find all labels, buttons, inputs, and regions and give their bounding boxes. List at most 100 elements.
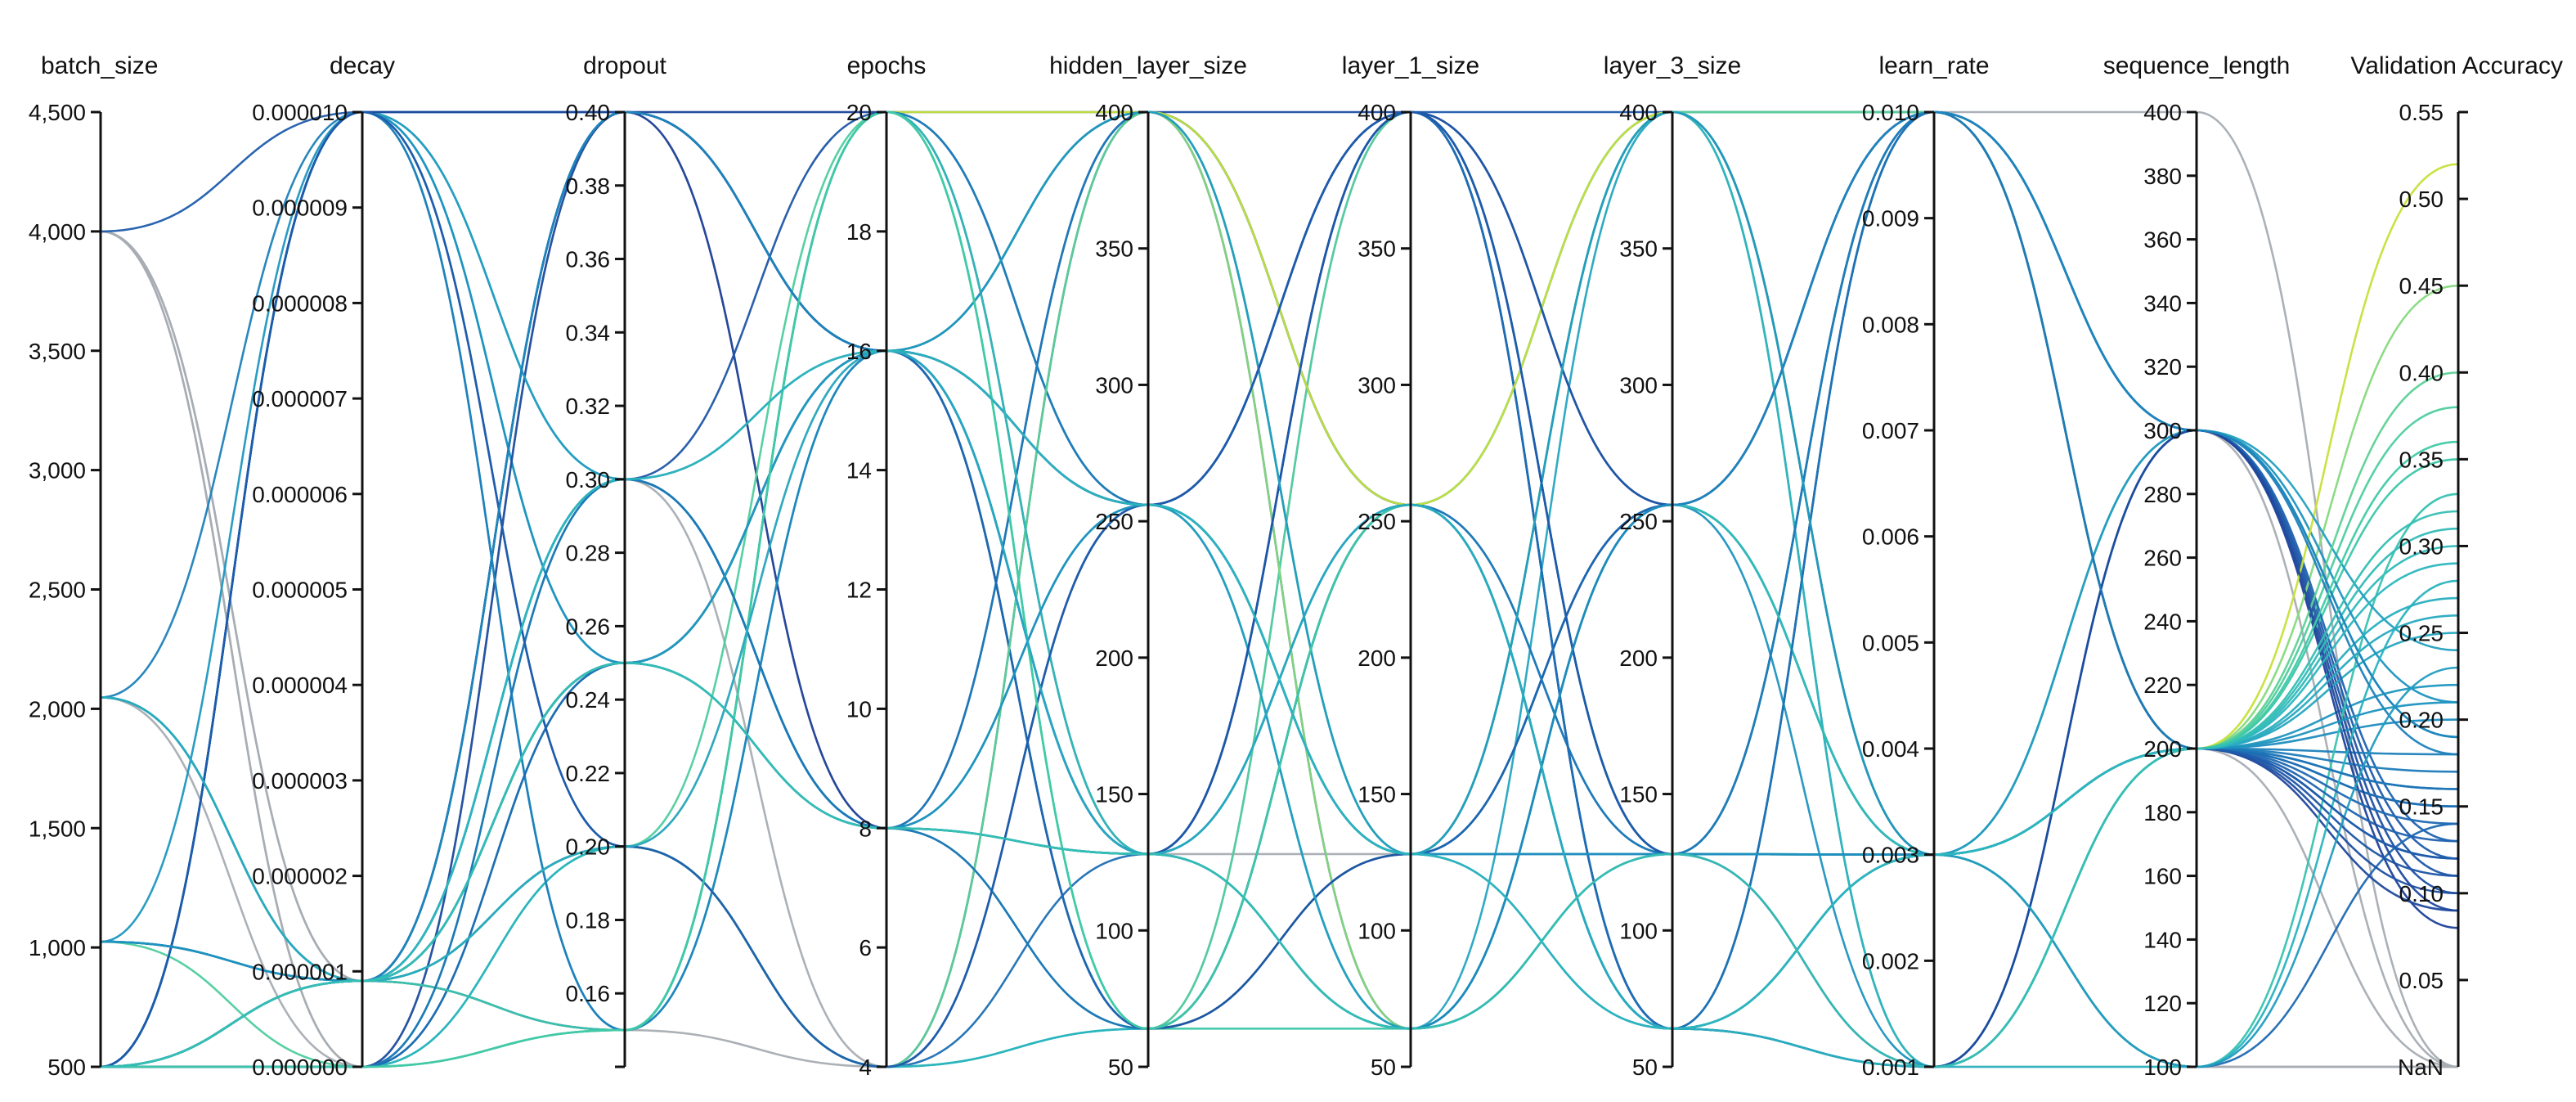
- tick-label-validation_accuracy-7: 0.40: [2399, 360, 2444, 385]
- tick-label-batch_size-4: 2,500: [29, 578, 86, 603]
- tick-label-epochs-7: 18: [846, 219, 872, 245]
- tick-label-sequence_length-13: 360: [2143, 227, 2182, 253]
- run-line-40: [100, 110, 2459, 1068]
- run-line-49: [100, 510, 2459, 1068]
- tick-label-sequence_length-2: 140: [2143, 927, 2182, 952]
- tick-label-epochs-2: 8: [859, 816, 872, 841]
- tick-label-layer_1_size-0: 50: [1371, 1055, 1396, 1080]
- tick-label-layer_1_size-7: 400: [1358, 100, 1396, 125]
- tick-label-layer_3_size-3: 200: [1619, 645, 1658, 671]
- axis-learn_rate: 0.001 0.002 0.003 0.004 0.005 0.006 0.007 0.008…: [1862, 52, 1990, 1080]
- run-line-30: [100, 110, 2459, 1068]
- run-line-21: [101, 110, 2459, 1068]
- tick-label-dropout-4: 0.22: [566, 761, 611, 786]
- tick-label-decay-3: 0.000003: [252, 768, 348, 794]
- run-line-38: [100, 110, 2459, 1068]
- run-line-37: [101, 349, 2459, 1068]
- tick-label-validation_accuracy-9: 0.50: [2399, 187, 2444, 212]
- tick-label-epochs-5: 14: [846, 458, 872, 484]
- tick-label-validation_accuracy-5: 0.30: [2399, 533, 2444, 559]
- tick-label-batch_size-8: 4,500: [29, 100, 86, 125]
- tick-label-sequence_length-3: 160: [2143, 864, 2182, 889]
- tick-label-epochs-8: 20: [846, 100, 872, 125]
- tick-label-layer_3_size-0: 50: [1632, 1055, 1658, 1080]
- tick-label-learn_rate-9: 0.010: [1862, 100, 1919, 125]
- tick-label-learn_rate-5: 0.006: [1862, 524, 1919, 550]
- tick-label-decay-5: 0.000005: [252, 578, 348, 603]
- tick-label-layer_3_size-4: 250: [1619, 509, 1658, 534]
- tick-label-dropout-11: 0.36: [566, 247, 611, 272]
- run-lines: [100, 110, 2459, 1068]
- tick-label-sequence_length-9: 280: [2143, 482, 2182, 507]
- axis-title-validation_accuracy: Validation Accuracy: [2350, 52, 2563, 79]
- run-line-9: [100, 110, 2458, 1068]
- tick-label-sequence_length-0: 100: [2143, 1055, 2182, 1080]
- tick-label-decay-1: 0.000001: [252, 959, 348, 984]
- run-line-31: [100, 110, 2459, 1068]
- tick-label-validation_accuracy-4: 0.25: [2399, 621, 2444, 646]
- tick-label-batch_size-2: 1,500: [29, 816, 86, 841]
- axis-hidden_layer_size: 50 100 150 200 250 300 350 400 hidden_layer_size: [1049, 52, 1247, 1080]
- run-line-26: [100, 110, 2459, 1068]
- tick-label-hidden_layer_size-5: 300: [1095, 372, 1133, 398]
- run-line-12: [100, 110, 2459, 1068]
- axis-validation_accuracy: 0.05 0.10 0.15 0.20 0.25 0.30 0.35 0.40 0.45 0.50…: [2350, 52, 2563, 1080]
- tick-label-hidden_layer_size-1: 100: [1095, 918, 1133, 943]
- tick-label-learn_rate-6: 0.007: [1862, 418, 1919, 443]
- run-line-19: [100, 110, 2459, 1068]
- tick-label-layer_1_size-2: 150: [1358, 782, 1396, 807]
- tick-label-learn_rate-0: 0.001: [1862, 1055, 1919, 1080]
- run-line-35: [100, 110, 2459, 1068]
- tick-label-layer_3_size-6: 350: [1619, 236, 1658, 262]
- tick-label-decay-9: 0.000009: [252, 196, 348, 221]
- tick-label-learn_rate-7: 0.008: [1862, 312, 1919, 337]
- tick-label-dropout-3: 0.20: [566, 834, 611, 860]
- tick-label-batch_size-0: 500: [47, 1055, 86, 1080]
- axis-dropout: 0.16 0.18 0.20 0.22 0.24 0.26 0.28 0.30 0.32 0.34…: [566, 52, 667, 1068]
- tick-label-decay-6: 0.000006: [252, 482, 348, 507]
- tick-label-layer_1_size-4: 250: [1358, 509, 1396, 534]
- axis-epochs: 4 6 8 10 12 14 16 18 20 epochs: [846, 52, 927, 1080]
- tick-label-sequence_length-7: 240: [2143, 609, 2182, 634]
- tick-label-dropout-1: 0.16: [566, 981, 611, 1006]
- tick-label-validation_accuracy-3: 0.20: [2399, 708, 2444, 733]
- run-line-27: [100, 110, 2459, 1068]
- tick-label-sequence_length-1: 120: [2143, 991, 2182, 1016]
- tick-label-validation_accuracy-1: 0.10: [2399, 881, 2444, 906]
- tick-label-validation_accuracy-nan: NaN: [2398, 1055, 2444, 1080]
- run-line-3: [100, 110, 2459, 1068]
- axis-title-layer_3_size: layer_3_size: [1604, 52, 1741, 79]
- run-line-24: [100, 110, 2459, 1068]
- axis-sequence_length: 100 120 140 160 180 200 220 240 260 280 300 320 340 3…: [2103, 52, 2291, 1080]
- tick-label-dropout-5: 0.24: [566, 687, 611, 713]
- tick-label-learn_rate-1: 0.002: [1862, 948, 1919, 974]
- tick-label-layer_3_size-7: 400: [1619, 100, 1658, 125]
- run-line-41: [101, 110, 2459, 1068]
- tick-label-sequence_length-5: 200: [2143, 736, 2182, 762]
- run-line-43: [100, 110, 2459, 1068]
- tick-label-layer_3_size-5: 300: [1619, 372, 1658, 398]
- axis-layer_1_size: 50 100 150 200 250 300 350 400 layer_1_size: [1342, 52, 1479, 1080]
- tick-label-sequence_length-8: 260: [2143, 546, 2182, 571]
- run-line-47: [100, 349, 2459, 1030]
- run-line-16: [100, 110, 2459, 1068]
- tick-label-dropout-12: 0.38: [566, 173, 611, 199]
- tick-label-sequence_length-4: 180: [2143, 800, 2182, 825]
- tick-label-hidden_layer_size-7: 400: [1095, 100, 1133, 125]
- run-line-48: [100, 349, 2459, 1068]
- tick-label-dropout-7: 0.28: [566, 541, 611, 566]
- tick-label-batch_size-1: 1,000: [29, 935, 86, 960]
- run-line-28: [100, 110, 2459, 1068]
- tick-label-dropout-9: 0.32: [566, 394, 611, 419]
- tick-label-decay-2: 0.000002: [252, 864, 348, 889]
- tick-label-sequence_length-15: 400: [2143, 100, 2182, 125]
- axis-title-dropout: dropout: [583, 52, 666, 79]
- run-line-1: [100, 110, 2458, 1068]
- tick-label-layer_1_size-5: 300: [1358, 372, 1396, 398]
- tick-label-dropout-2: 0.18: [566, 907, 611, 933]
- tick-label-hidden_layer_size-0: 50: [1108, 1055, 1133, 1080]
- run-line-18: [100, 110, 2459, 1068]
- tick-label-batch_size-6: 3,500: [29, 339, 86, 364]
- tick-label-validation_accuracy-6: 0.35: [2399, 447, 2444, 472]
